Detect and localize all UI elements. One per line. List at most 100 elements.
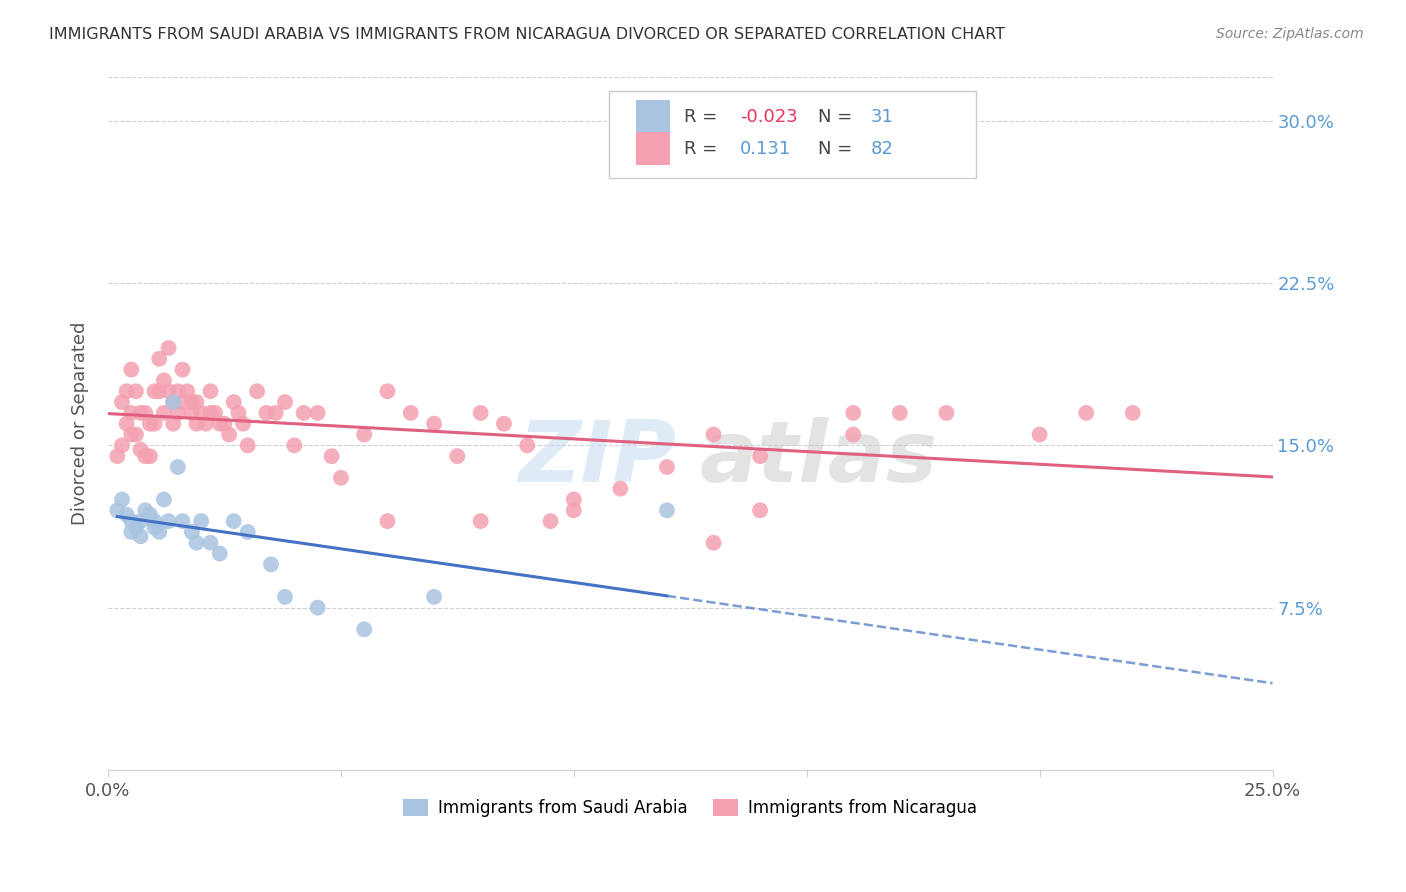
Point [1122, 406, 1144, 420]
Point [176, 384, 198, 399]
Point [105, 503, 128, 517]
Point [157, 341, 180, 355]
Point [157, 384, 180, 399]
Point [115, 417, 138, 431]
Text: N =: N = [818, 140, 858, 158]
Point [153, 492, 176, 507]
Text: Source: ZipAtlas.com: Source: ZipAtlas.com [1216, 27, 1364, 41]
Point [115, 508, 138, 522]
Point [470, 406, 492, 420]
Point [157, 514, 180, 528]
Point [218, 427, 240, 442]
Point [143, 384, 166, 399]
Point [172, 514, 194, 528]
Point [222, 514, 245, 528]
Point [125, 427, 148, 442]
Point [200, 406, 222, 420]
Point [120, 524, 142, 539]
Point [134, 503, 156, 517]
Point [307, 600, 329, 615]
Point [143, 514, 166, 528]
Y-axis label: Divorced or Separated: Divorced or Separated [72, 322, 89, 525]
Point [167, 460, 190, 475]
Point [935, 406, 957, 420]
Point [129, 406, 152, 420]
Point [321, 449, 343, 463]
Point [105, 449, 128, 463]
Point [125, 520, 148, 534]
Point [153, 406, 176, 420]
Point [254, 406, 277, 420]
Point [655, 503, 678, 517]
Point [194, 417, 217, 431]
Point [540, 514, 562, 528]
Point [329, 471, 352, 485]
Point [143, 417, 166, 431]
Point [204, 406, 226, 420]
Point [246, 384, 269, 399]
Point [148, 524, 170, 539]
Point [111, 395, 134, 409]
Point [190, 514, 212, 528]
FancyBboxPatch shape [636, 100, 671, 134]
Point [139, 508, 162, 522]
Point [134, 449, 156, 463]
Point [232, 417, 254, 431]
Point [236, 524, 259, 539]
Point [703, 535, 725, 549]
Point [180, 524, 202, 539]
Text: ZIP: ZIP [519, 417, 676, 500]
Point [115, 384, 138, 399]
Point [1076, 406, 1098, 420]
Point [889, 406, 911, 420]
Point [703, 427, 725, 442]
Point [153, 373, 176, 387]
Point [143, 520, 166, 534]
Point [120, 427, 142, 442]
Point [423, 590, 446, 604]
Text: IMMIGRANTS FROM SAUDI ARABIA VS IMMIGRANTS FROM NICARAGUA DIVORCED OR SEPARATED : IMMIGRANTS FROM SAUDI ARABIA VS IMMIGRAN… [49, 27, 1005, 42]
Point [190, 406, 212, 420]
Point [208, 547, 231, 561]
Text: 31: 31 [870, 108, 894, 126]
Point [120, 362, 142, 376]
Point [180, 406, 202, 420]
Point [260, 558, 283, 572]
Legend: Immigrants from Saudi Arabia, Immigrants from Nicaragua: Immigrants from Saudi Arabia, Immigrants… [396, 792, 984, 824]
Point [200, 384, 222, 399]
Point [842, 427, 865, 442]
Point [470, 514, 492, 528]
Point [214, 417, 236, 431]
Point [129, 442, 152, 457]
Point [172, 362, 194, 376]
Point [1028, 427, 1050, 442]
Point [139, 449, 162, 463]
FancyBboxPatch shape [609, 91, 976, 178]
Point [655, 460, 678, 475]
Point [377, 514, 399, 528]
Point [377, 384, 399, 399]
Text: -0.023: -0.023 [741, 108, 799, 126]
Point [148, 351, 170, 366]
Point [274, 395, 297, 409]
Point [180, 395, 202, 409]
Point [562, 503, 585, 517]
Point [200, 535, 222, 549]
Point [423, 417, 446, 431]
Point [139, 417, 162, 431]
Point [353, 427, 375, 442]
Point [222, 395, 245, 409]
Point [609, 482, 631, 496]
Text: R =: R = [685, 140, 724, 158]
Point [120, 406, 142, 420]
Point [562, 492, 585, 507]
Text: N =: N = [818, 108, 858, 126]
Point [236, 438, 259, 452]
Point [167, 406, 190, 420]
Point [292, 406, 315, 420]
Point [749, 449, 772, 463]
Point [129, 529, 152, 543]
Text: atlas: atlas [699, 417, 938, 500]
Point [167, 384, 190, 399]
Point [516, 438, 538, 452]
